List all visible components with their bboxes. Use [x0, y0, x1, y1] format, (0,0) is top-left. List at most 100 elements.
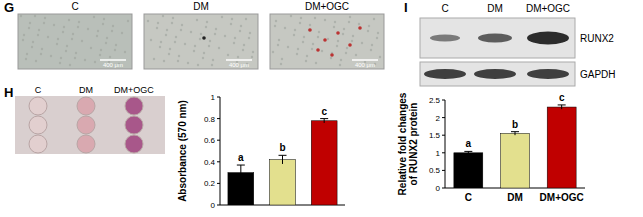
texture: [309, 24, 311, 26]
texture: [59, 62, 61, 64]
texture: [379, 56, 381, 58]
y-tick: [442, 170, 445, 171]
texture: [214, 33, 216, 35]
texture: [324, 19, 326, 21]
texture: [370, 49, 372, 51]
error-bar: [324, 119, 325, 123]
scale-bar: [352, 59, 378, 61]
mineral-nodule: [358, 26, 362, 30]
y-tick: [217, 118, 220, 119]
error-bar: [282, 155, 283, 164]
texture: [252, 51, 254, 53]
significance-letter: a: [466, 138, 472, 149]
texture: [56, 43, 58, 45]
texture: [75, 52, 77, 54]
y-tick-label: 1: [211, 93, 216, 102]
y-axis-label: Relative fold changes: [397, 92, 408, 195]
significance-letter: c: [321, 106, 327, 117]
texture: [77, 26, 79, 28]
error-bar: [515, 132, 516, 136]
texture: [87, 28, 89, 30]
texture: [212, 59, 214, 61]
texture: [53, 24, 55, 26]
texture: [274, 25, 276, 27]
texture: [180, 29, 182, 31]
scale-bar-label: 400 μm: [355, 62, 375, 68]
texture: [147, 20, 149, 22]
texture: [115, 44, 117, 46]
texture: [166, 29, 168, 31]
x-tick-label: DM: [507, 192, 523, 203]
texture: [169, 48, 171, 50]
well: [77, 135, 95, 153]
blot-band: [430, 35, 460, 42]
texture: [172, 17, 174, 19]
texture: [74, 57, 76, 59]
texture: [330, 57, 332, 59]
texture: [47, 36, 49, 38]
plot-area: [228, 119, 337, 205]
texture: [190, 31, 192, 33]
y-tick-label: 0: [211, 201, 216, 210]
y-tick: [217, 97, 220, 98]
error-cap: [237, 165, 245, 166]
texture: [336, 45, 338, 47]
error-cap: [558, 104, 566, 105]
texture: [299, 22, 301, 24]
texture: [38, 29, 40, 31]
texture: [22, 39, 24, 41]
bar: [501, 133, 530, 188]
texture: [284, 27, 286, 29]
texture: [317, 36, 319, 38]
texture: [361, 42, 363, 44]
texture: [227, 54, 229, 56]
texture: [290, 15, 292, 17]
texture: [163, 60, 165, 62]
texture: [94, 61, 96, 63]
texture: [156, 27, 158, 29]
x-tick-label: C: [465, 192, 472, 203]
texture: [230, 23, 232, 25]
texture: [159, 46, 161, 48]
y-tick-label: 1.5: [429, 131, 441, 140]
texture: [72, 33, 74, 35]
texture: [315, 62, 317, 64]
column-label: DM: [79, 85, 93, 95]
well: [125, 97, 143, 115]
texture: [333, 26, 335, 28]
y-tick-label: 0.2: [204, 179, 216, 188]
texture: [249, 32, 251, 34]
y-tick: [442, 188, 445, 189]
texture: [69, 64, 71, 66]
mineral-nodule: [348, 43, 352, 47]
y-tick: [442, 117, 445, 118]
band-label: RUNX2: [580, 33, 614, 44]
texture: [321, 50, 323, 52]
blot-band: [474, 69, 516, 79]
texture: [157, 22, 159, 24]
texture: [355, 54, 357, 56]
texture: [99, 54, 101, 56]
texture: [373, 18, 375, 20]
texture: [312, 43, 314, 45]
column-label: C: [35, 85, 42, 95]
texture: [65, 50, 67, 52]
mineral-nodule: [336, 31, 340, 35]
texture: [150, 39, 152, 41]
texture: [193, 50, 195, 52]
texture: [41, 48, 43, 50]
texture: [29, 22, 31, 24]
texture: [181, 24, 183, 26]
texture: [377, 32, 379, 34]
texture: [60, 57, 62, 59]
texture: [63, 26, 65, 28]
texture: [31, 46, 33, 48]
texture: [25, 58, 27, 60]
micrograph: [270, 14, 384, 69]
texture: [248, 37, 250, 39]
texture: [106, 37, 108, 39]
texture: [111, 30, 113, 32]
texture: [334, 21, 336, 23]
y-axis: [220, 97, 221, 205]
error-cap: [320, 118, 328, 119]
